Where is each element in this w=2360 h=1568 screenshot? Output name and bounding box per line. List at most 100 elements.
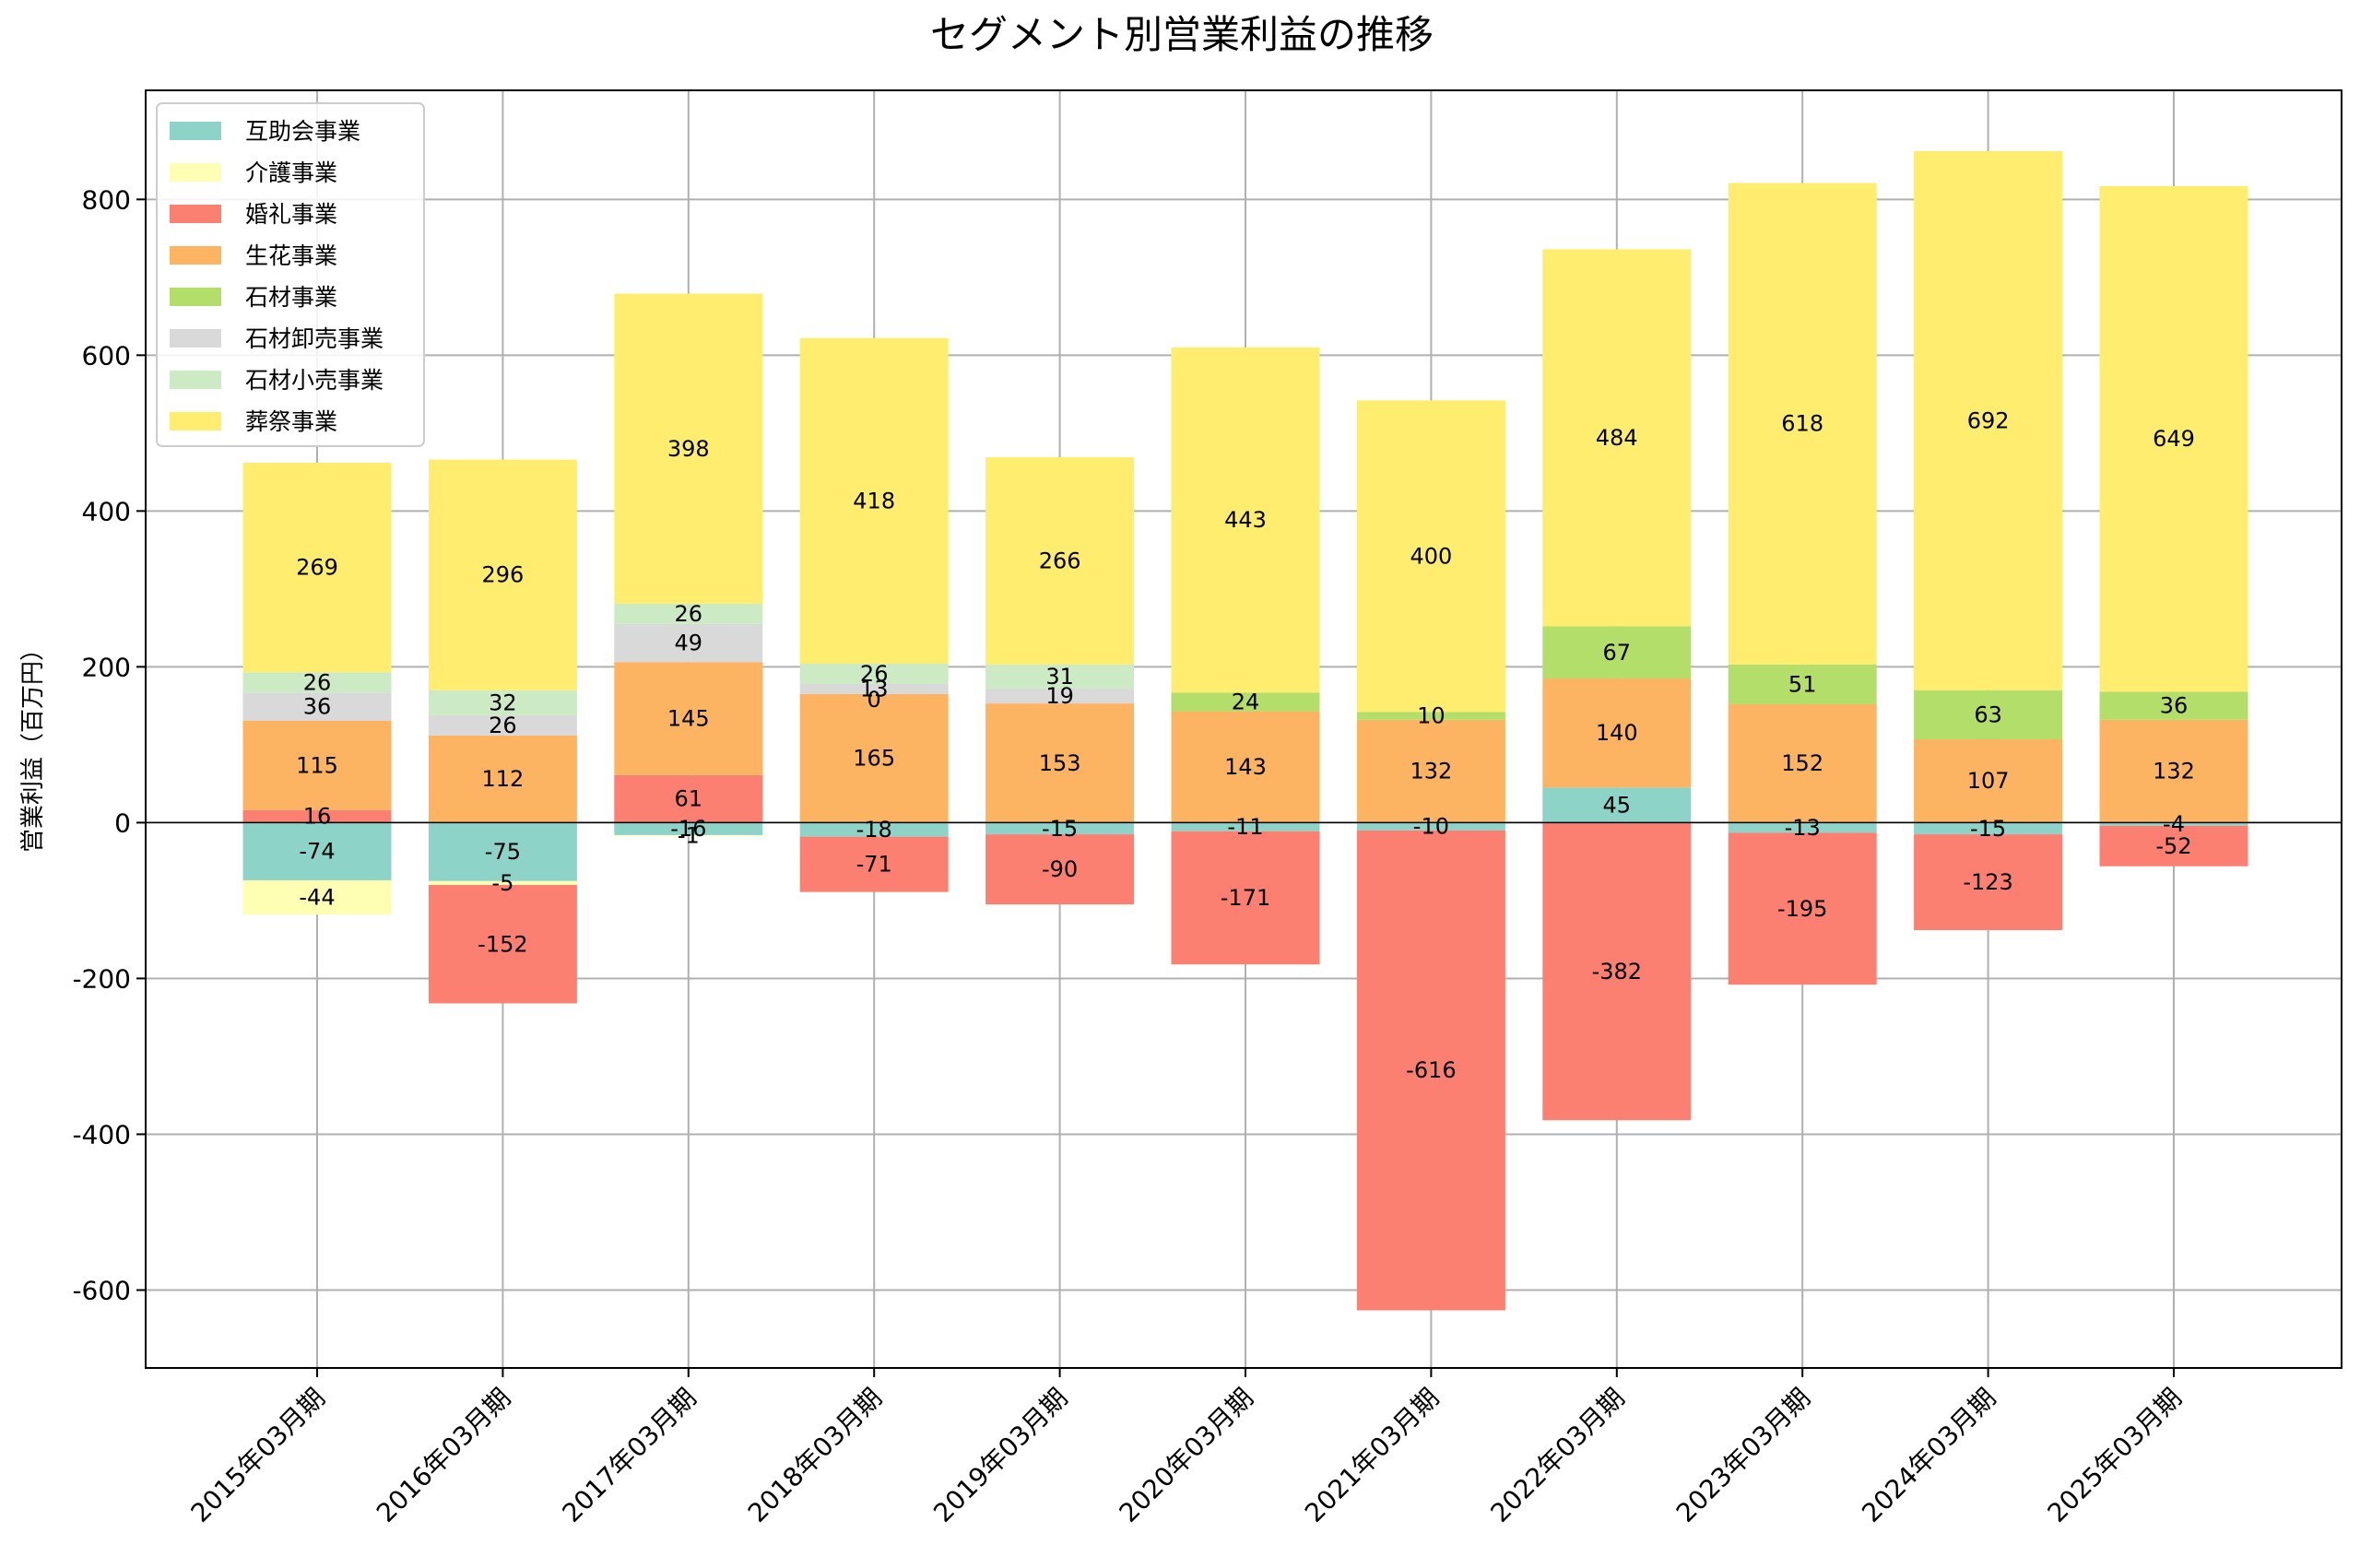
bar-segment: [1356, 830, 1505, 1311]
bar-segment: [799, 337, 949, 665]
y-tick-label: 200: [82, 652, 131, 682]
bar-segment: [614, 623, 763, 663]
data-label: 31: [1045, 664, 1074, 690]
bar-segment: [428, 459, 577, 690]
data-label: -71: [856, 852, 892, 878]
data-label: -616: [1406, 1057, 1456, 1083]
data-label: 10: [1417, 703, 1446, 729]
bar-segment: [242, 692, 392, 721]
bar-segment: [614, 834, 763, 836]
legend-swatch: [170, 246, 221, 265]
bar-segment: [2099, 719, 2248, 823]
legend-swatch: [170, 288, 221, 306]
data-label: 107: [1967, 768, 2010, 794]
bar-segment: [1728, 822, 1877, 833]
bar-segment: [614, 603, 763, 624]
bar-segment: [428, 880, 577, 886]
data-label: -44: [299, 885, 335, 911]
data-label: 418: [853, 488, 895, 513]
data-label: 26: [860, 661, 889, 687]
bar-segment: [1542, 787, 1692, 823]
data-label: 692: [1967, 407, 2010, 433]
bar-segment: [2099, 185, 2248, 692]
bar-segment: [2099, 825, 2248, 867]
data-label: 67: [1603, 640, 1632, 666]
data-label: -10: [1413, 814, 1449, 840]
data-label: 400: [1410, 543, 1452, 569]
legend-label: 葬祭事業: [245, 408, 337, 435]
x-tick-label: 2022年03月期: [1484, 1383, 1630, 1528]
bar-segment: [1728, 664, 1877, 704]
data-label: -16: [670, 816, 706, 842]
legend-label: 石材事業: [245, 284, 337, 311]
data-label: -123: [1963, 869, 2012, 895]
x-tick-label: 2023年03月期: [1670, 1383, 1816, 1528]
legend-box: [156, 102, 425, 447]
data-label: -18: [856, 817, 892, 843]
bar-segment: [799, 683, 949, 694]
legend-label: 生花事業: [245, 242, 337, 269]
legend-label: 石材卸売事業: [245, 325, 384, 352]
data-labels-layer: -74 -75 -16 -18 -15 -11 -10 45 -13 -15 -4 -44 -5 -1 16…: [296, 407, 2195, 1083]
legend-swatch: [170, 412, 221, 430]
data-label: 26: [675, 601, 703, 627]
x-tick-label: 2025年03月期: [2042, 1383, 2188, 1528]
bar-segment: [1914, 822, 2063, 835]
data-label: 143: [1224, 754, 1267, 780]
data-label: 296: [481, 562, 524, 588]
y-tick-label: 0: [114, 808, 131, 838]
bar-segment: [1171, 822, 1320, 831]
bar-segment: [614, 662, 763, 775]
bar-segment: [2099, 691, 2248, 720]
bars-layer: [242, 150, 2248, 1311]
bar-segment: [799, 822, 949, 837]
data-label: -15: [1970, 816, 2006, 842]
bar-segment: [1728, 703, 1877, 823]
data-label: 13: [860, 676, 889, 701]
y-tick-label: 800: [82, 184, 131, 215]
y-axis-label: 営業利益（百万円）: [19, 637, 47, 853]
bar-segment: [985, 822, 1135, 835]
data-label: -171: [1221, 885, 1270, 911]
bar-segment: [242, 822, 392, 880]
data-label: 112: [481, 766, 524, 792]
data-label: 26: [489, 713, 517, 738]
y-tick-label: -600: [72, 1275, 131, 1305]
data-label: 132: [1410, 759, 1452, 784]
data-label: -11: [1227, 814, 1263, 840]
data-label: 269: [296, 555, 338, 581]
data-label: -15: [1042, 816, 1078, 842]
bar-segment: [799, 693, 949, 823]
bar-segment: [242, 462, 392, 673]
legend-label: 石材小売事業: [245, 367, 384, 394]
data-label: -4: [2163, 811, 2185, 837]
data-label: 36: [303, 693, 332, 719]
x-tick-label: 2018年03月期: [742, 1383, 888, 1528]
x-tick-label: 2016年03月期: [371, 1383, 516, 1528]
data-label: 63: [1974, 701, 2002, 727]
legend-swatch: [170, 329, 221, 348]
bar-segment: [985, 703, 1135, 823]
bar-segment: [428, 714, 577, 736]
data-label: 152: [1781, 750, 1823, 776]
bar-segment: [799, 836, 949, 892]
bar-segment: [1171, 711, 1320, 823]
legend-label: 互助会事業: [245, 118, 360, 145]
bar-segment: [242, 809, 392, 823]
bar-segment: [428, 735, 577, 823]
bar-segment: [242, 879, 392, 915]
data-label: 51: [1788, 671, 1817, 697]
bar-segment: [1356, 822, 1505, 831]
data-label: 443: [1224, 507, 1267, 533]
data-label: 618: [1781, 411, 1823, 437]
data-label: 132: [2153, 759, 2195, 784]
y-tick-label: 600: [82, 340, 131, 371]
bar-segment: [1356, 712, 1505, 720]
bar-segment: [1728, 832, 1877, 985]
bar-segment: [428, 822, 577, 881]
bar-segment: [242, 720, 392, 810]
bar-segment: [428, 885, 577, 1004]
